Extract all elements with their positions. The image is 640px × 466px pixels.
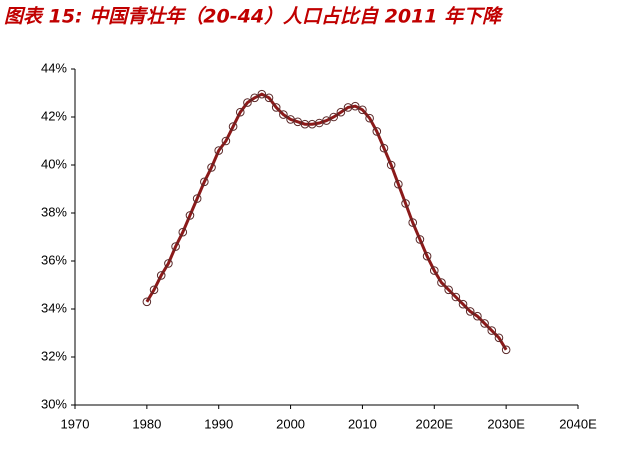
marker (200, 177, 209, 187)
marker (501, 345, 511, 355)
marker (350, 101, 360, 111)
x-tick-label: 2010 (348, 416, 377, 431)
x-tick-label: 2020E (415, 416, 453, 431)
marker (465, 307, 475, 316)
marker (451, 292, 461, 302)
y-tick-label: 38% (41, 204, 67, 219)
marker (250, 93, 259, 103)
marker (365, 113, 374, 123)
marker (271, 103, 281, 112)
marker (372, 127, 382, 136)
marker (171, 242, 180, 251)
y-tick-label: 44% (41, 60, 67, 75)
x-tick-label: 1980 (132, 416, 161, 431)
marker (429, 266, 439, 275)
marker (207, 163, 216, 172)
marker (415, 235, 425, 244)
marker (437, 278, 446, 287)
marker (394, 179, 403, 189)
y-tick-label: 42% (41, 108, 67, 123)
marker (379, 143, 389, 153)
marker (322, 116, 331, 125)
y-tick-label: 30% (41, 396, 67, 411)
marker (149, 285, 159, 295)
marker (142, 297, 152, 307)
marker (156, 271, 166, 280)
marker (228, 122, 238, 131)
marker (336, 107, 346, 117)
marker (257, 89, 267, 99)
marker (401, 199, 410, 208)
x-tick-label: 2030E (487, 416, 525, 431)
line (145, 92, 508, 351)
marker (264, 93, 274, 103)
marker (473, 311, 482, 321)
x-tick-label: 1990 (204, 416, 233, 431)
marker (279, 110, 288, 119)
marker (458, 299, 468, 309)
marker (444, 285, 453, 295)
marker (408, 218, 418, 227)
marker (214, 146, 224, 155)
marker (329, 112, 338, 122)
marker (480, 319, 489, 328)
x-tick-label: 2000 (276, 416, 305, 431)
marker (358, 105, 367, 115)
marker (221, 136, 231, 146)
x-tick-label: 2040E (559, 416, 597, 431)
y-tick-label: 34% (41, 300, 67, 315)
marker (422, 251, 432, 261)
y-tick-label: 40% (41, 156, 67, 171)
marker (494, 333, 504, 343)
marker (243, 98, 252, 107)
marker (235, 107, 245, 117)
y-tick-label: 32% (41, 348, 67, 363)
marker (178, 227, 188, 237)
x-tick-label: 1970 (61, 416, 90, 431)
marker (386, 160, 396, 170)
marker (164, 259, 173, 268)
marker (185, 211, 195, 220)
y-tick-label: 36% (41, 252, 67, 267)
marker (487, 326, 497, 335)
marker (192, 194, 202, 203)
chart-title: 图表 15: 中国青壮年（20-44）人口占比自 2011 年下降 (4, 6, 504, 28)
